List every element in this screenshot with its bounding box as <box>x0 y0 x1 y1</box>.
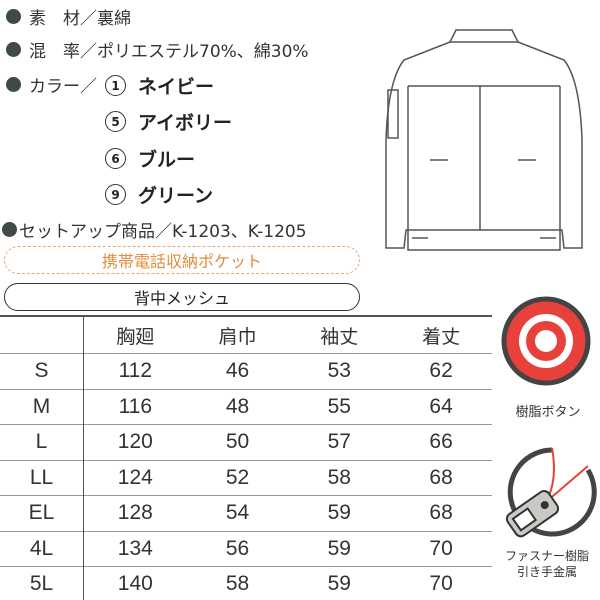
spec-setup: セットアップ商品／K-1203、K-1205 <box>2 217 307 242</box>
color-option: 9 グリーン <box>105 181 213 208</box>
size-value: 112 <box>83 353 187 389</box>
table-header-row: 胸廻 肩巾 袖丈 着丈 <box>0 315 492 354</box>
column-header: 肩巾 <box>186 315 289 354</box>
size-value: 52 <box>186 459 289 496</box>
resin-button-icon <box>501 296 591 386</box>
size-label: L <box>0 424 84 460</box>
zipper-pull-icon <box>505 447 597 538</box>
size-value: 58 <box>186 566 289 600</box>
size-value: 68 <box>390 495 492 531</box>
table-row: M 116 48 55 64 <box>0 388 492 425</box>
size-value: 140 <box>83 566 187 600</box>
feature-pocket: 携帯電話収納ポケット <box>4 246 360 274</box>
jacket-back-illustration <box>385 29 583 251</box>
size-table: 胸廻 肩巾 袖丈 着丈 S 112 46 53 62 M 116 48 55 64 L 120 50 57… <box>0 315 492 600</box>
table-row: 5L 140 58 59 70 <box>0 566 492 600</box>
spec-color: カラー／ <box>6 72 97 97</box>
table-row: 4L 134 56 59 70 <box>0 530 492 567</box>
table-row: S 112 46 53 62 <box>0 353 492 389</box>
color-option: 1 ネイビー <box>105 72 214 99</box>
size-value: 55 <box>288 388 391 425</box>
size-label: 4L <box>0 530 84 567</box>
column-header: 袖丈 <box>288 315 391 354</box>
size-value: 62 <box>390 353 492 389</box>
size-value: 53 <box>288 353 391 389</box>
column-header: 着丈 <box>390 315 492 354</box>
bullet-icon <box>6 77 21 92</box>
bullet-icon <box>6 9 21 24</box>
size-label: 5L <box>0 566 84 600</box>
size-value: 116 <box>83 388 187 425</box>
table-row: LL 124 52 58 68 <box>0 459 492 496</box>
size-value: 120 <box>83 424 187 460</box>
size-label: S <box>0 353 84 389</box>
size-value: 58 <box>288 459 391 496</box>
feature-mesh: 背中メッシュ <box>4 283 360 311</box>
size-value: 70 <box>390 566 492 600</box>
zipper-caption: ファスナー樹脂 引き手金属 <box>504 549 589 579</box>
table-row: EL 128 54 59 68 <box>0 495 492 531</box>
bullet-icon <box>2 222 17 237</box>
size-value: 64 <box>390 388 492 425</box>
size-value: 134 <box>83 530 187 567</box>
size-value: 124 <box>83 459 187 496</box>
size-value: 54 <box>186 495 289 531</box>
spec-material: 素 材／裏綿 <box>6 4 131 29</box>
size-label: EL <box>0 495 84 531</box>
size-value: 68 <box>390 459 492 496</box>
size-value: 56 <box>186 530 289 567</box>
size-label: LL <box>0 459 84 496</box>
spec-blend: 混 率／ポリエステル70%、綿30% <box>6 37 309 62</box>
bullet-icon <box>6 42 21 57</box>
color-option: 5 アイボリー <box>105 108 232 135</box>
size-value: 66 <box>390 424 492 460</box>
size-value: 70 <box>390 530 492 567</box>
color-option: 6 ブルー <box>105 145 195 172</box>
size-value: 59 <box>288 530 391 567</box>
size-value: 46 <box>186 353 289 389</box>
column-header: 胸廻 <box>83 315 187 354</box>
size-label: M <box>0 388 84 425</box>
size-value: 57 <box>288 424 391 460</box>
size-value: 48 <box>186 388 289 425</box>
size-value: 59 <box>288 495 391 531</box>
table-row: L 120 50 57 66 <box>0 424 492 460</box>
size-value: 59 <box>288 566 391 600</box>
size-value: 50 <box>186 424 289 460</box>
button-caption: 樹脂ボタン <box>515 405 581 420</box>
size-value: 128 <box>83 495 187 531</box>
